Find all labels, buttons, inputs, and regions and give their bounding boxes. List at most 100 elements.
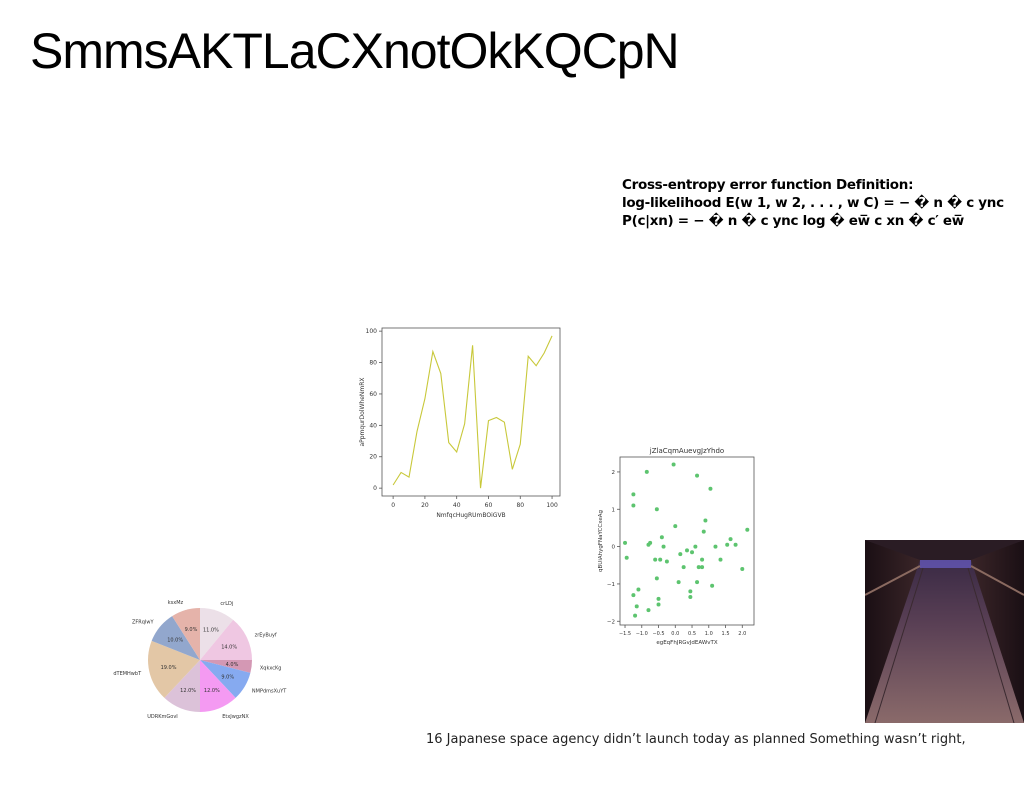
scatter-point xyxy=(653,557,658,562)
y-tick-label: 100 xyxy=(366,328,378,335)
y-tick-label: 1 xyxy=(612,507,616,513)
scatter-point xyxy=(633,613,638,618)
scatter-point xyxy=(740,567,745,571)
line-chart-axes: 0 20 40 60 80 100 0 20 40 60 80 100 NmfqcHugRUmBOiGV… xyxy=(359,327,561,519)
x-tick-label: 2.0 xyxy=(738,631,746,637)
y-axis-label: aPpmqurDolWheNmRX xyxy=(359,377,366,446)
plot-frame xyxy=(619,456,755,626)
pie-chart-marks: 11.0% crLDj 14.0% zrEyBuyf 4.0% XqkxcKg 9.0% NM… xyxy=(113,600,287,720)
pie-pct-label: 9.0% xyxy=(185,627,198,633)
y-tick-label: 60 xyxy=(369,391,377,398)
scatter-point xyxy=(676,580,681,585)
scatter-point xyxy=(644,469,649,474)
x-tick-label: 1.5 xyxy=(722,631,730,637)
scatter-chart-marks xyxy=(623,462,750,618)
pie-pct-label: 10.0% xyxy=(167,637,183,643)
pie-chart: 11.0% crLDj 14.0% zrEyBuyf 4.0% XqkxcKg 9.0% NM… xyxy=(113,600,287,720)
scatter-point xyxy=(631,503,636,508)
scatter-point xyxy=(718,557,723,562)
x-tick-label: −1.5 xyxy=(619,631,631,637)
pie-slice-label: XqkxcKg xyxy=(260,666,282,672)
pie-pct-label: 12.0% xyxy=(204,688,220,694)
scatter-point xyxy=(634,604,639,609)
scatter-point xyxy=(678,552,683,557)
pie-pct-label: 14.0% xyxy=(221,644,237,650)
scatter-point xyxy=(728,537,733,542)
line-chart: 0 20 40 60 80 100 0 20 40 60 80 100 NmfqcHugRUmBOiGV… xyxy=(359,327,561,519)
scatter-point xyxy=(713,544,718,549)
pie-slice xyxy=(200,660,236,712)
y-tick-label: 2 xyxy=(612,470,616,476)
scatter-point xyxy=(690,550,695,555)
line-chart-marks xyxy=(392,335,553,489)
scatter-point xyxy=(681,565,686,570)
y-tick-label: 80 xyxy=(369,360,377,367)
pie-slice xyxy=(148,640,200,698)
x-tick-label: −0.5 xyxy=(652,631,664,637)
y-tick-label: −2 xyxy=(607,619,615,625)
scatter-point xyxy=(654,507,659,512)
pie-slice xyxy=(151,616,200,660)
scatter-point xyxy=(685,548,689,553)
pie-slice xyxy=(172,608,200,660)
pie-slice-label: NMPdmsXuYT xyxy=(252,689,287,695)
pie-pct-label: 11.0% xyxy=(203,628,219,634)
pie-slice-label: crLDj xyxy=(220,601,233,607)
x-tick-label: 0.0 xyxy=(671,631,679,637)
x-axis-label: NmfqcHugRUmBOiGVB xyxy=(436,512,505,519)
x-tick-label: 20 xyxy=(421,502,429,509)
scatter-point xyxy=(648,540,653,545)
y-tick-label: 0 xyxy=(612,545,616,551)
pie-slice xyxy=(164,660,200,712)
equation-line: P(c|xn) = − � n � c ync log � ew̅ c xn �… xyxy=(622,213,964,229)
pie-slice xyxy=(200,608,234,660)
scatter-point xyxy=(636,587,641,592)
pie-slice-label: EtxJwgzNX xyxy=(222,714,249,720)
scatter-point xyxy=(673,524,678,529)
pie-slice-label: dTEMHwbT xyxy=(113,671,142,677)
plot-frame xyxy=(381,327,561,497)
equation-line: log-likelihood E(w 1, w 2, . . . , w C) … xyxy=(622,195,1004,211)
scatter-point xyxy=(696,565,701,570)
x-tick-label: 100 xyxy=(546,502,558,509)
y-tick-label: 0 xyxy=(373,485,377,492)
series-line xyxy=(392,335,553,489)
equation-line: Cross-entropy error function Definition: xyxy=(622,177,914,193)
scatter-chart-axes: jZlaCqmAuevgJzYhdo −1.5 −1.0 −0.5 0.0 0.5 1.0 1… xyxy=(598,447,755,646)
slide-title: SmmsAKTLaCXnotOkKQCpN xyxy=(30,23,680,79)
scatter-point xyxy=(664,559,669,564)
pie-pct-label: 12.0% xyxy=(180,688,196,694)
slide-caption: 16 Japanese space agency didn’t launch t… xyxy=(426,732,966,747)
y-tick-label: 20 xyxy=(369,454,377,461)
x-tick-label: −1.0 xyxy=(636,631,648,637)
pie-slice xyxy=(200,660,251,698)
scatter-point xyxy=(725,542,730,547)
scatter-point xyxy=(646,608,651,613)
pie-slice xyxy=(200,619,252,660)
x-axis-label: egEqFhJRGvJdEAWvTX xyxy=(656,640,718,646)
scatter-point xyxy=(700,557,705,562)
scatter-point xyxy=(654,576,659,581)
pie-pct-label: 9.0% xyxy=(221,674,234,680)
scatter-point xyxy=(693,544,698,549)
corridor-photo xyxy=(865,540,1024,723)
y-tick-label: 40 xyxy=(369,422,377,429)
equation-block: Cross-entropy error function Definition:… xyxy=(622,176,1024,230)
scatter-point xyxy=(631,492,636,497)
pie-slice xyxy=(200,660,252,673)
x-tick-label: 0.5 xyxy=(688,631,696,637)
pie-slice-label: ZFRqIwY xyxy=(132,620,155,626)
scatter-point xyxy=(710,583,715,588)
scatter-point xyxy=(701,529,706,534)
scatter-point xyxy=(695,473,700,478)
x-tick-label: 60 xyxy=(485,502,493,509)
scatter-point xyxy=(656,602,661,607)
scatter-point xyxy=(745,527,750,532)
scatter-point xyxy=(624,555,629,560)
scatter-point xyxy=(695,580,700,585)
chart-title: jZlaCqmAuevgJzYhdo xyxy=(649,447,724,455)
scatter-point xyxy=(703,518,708,523)
pie-pct-label: 4.0% xyxy=(226,662,239,668)
scatter-point xyxy=(671,462,676,467)
scatter-point xyxy=(661,544,666,549)
